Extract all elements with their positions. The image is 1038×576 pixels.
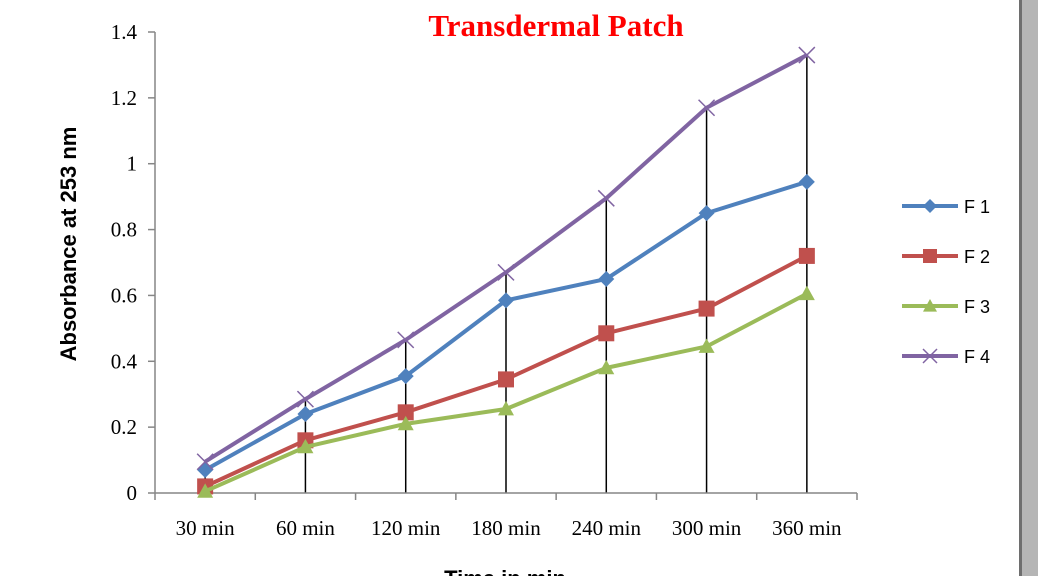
marker-x bbox=[196, 453, 214, 471]
legend-item: F 2 bbox=[902, 247, 990, 267]
legend-label: F 3 bbox=[964, 297, 990, 317]
marker-diamond bbox=[598, 270, 615, 287]
marker-x bbox=[296, 390, 314, 408]
marker-square bbox=[923, 249, 937, 263]
marker-x-stroke bbox=[698, 99, 716, 117]
right-border bbox=[1019, 0, 1038, 576]
x-axis-title: Time in min bbox=[444, 566, 566, 576]
marker-triangle bbox=[798, 285, 815, 301]
marker-x bbox=[922, 348, 938, 364]
x-tick-label: 120 min bbox=[371, 516, 441, 540]
marker-x-stroke bbox=[597, 189, 615, 207]
y-tick-label: 0.2 bbox=[111, 415, 137, 439]
legend-label: F 2 bbox=[964, 247, 990, 267]
legend-item: F 1 bbox=[902, 197, 990, 217]
marker-square bbox=[498, 371, 514, 388]
legend-label: F 1 bbox=[964, 197, 990, 217]
legend: F 1 F 2 F 3 F 4 bbox=[902, 197, 990, 367]
marker-triangle bbox=[297, 438, 314, 454]
marker-diamond bbox=[297, 405, 314, 422]
y-axis-title: Absorbance at 253 nm bbox=[56, 127, 81, 362]
x-tick-label: 300 min bbox=[672, 516, 742, 540]
marker-square bbox=[798, 247, 815, 264]
marker-triangle bbox=[498, 401, 514, 416]
marker-x bbox=[497, 263, 515, 281]
x-tick-label: 360 min bbox=[772, 516, 842, 540]
marker-x-stroke bbox=[196, 453, 214, 471]
y-tick-label: 0.6 bbox=[111, 283, 137, 307]
marker-x bbox=[798, 46, 816, 64]
legend-item: F 3 bbox=[902, 297, 990, 317]
y-tick-label: 1.4 bbox=[111, 20, 138, 44]
marker-diamond bbox=[498, 292, 514, 309]
marker-square bbox=[698, 300, 715, 317]
y-tick-label: 0 bbox=[127, 481, 138, 505]
marker-triangle bbox=[397, 415, 414, 431]
marker-triangle bbox=[698, 338, 715, 353]
marker-square bbox=[397, 404, 414, 421]
marker-diamond bbox=[397, 368, 414, 385]
series-f4 bbox=[196, 46, 816, 471]
legend-label: F 4 bbox=[964, 347, 990, 367]
x-tick-label: 180 min bbox=[471, 516, 541, 540]
marker-x bbox=[597, 189, 615, 207]
marker-diamond bbox=[798, 173, 815, 190]
chart-title: Transdermal Patch bbox=[428, 8, 683, 43]
marker-x-stroke bbox=[397, 331, 415, 349]
marker-x-stroke bbox=[798, 46, 816, 64]
marker-x bbox=[698, 99, 716, 117]
marker-triangle bbox=[923, 299, 937, 312]
x-tick-label: 30 min bbox=[176, 516, 235, 540]
series-f1 bbox=[197, 173, 815, 478]
legend-item: F 4 bbox=[902, 347, 990, 367]
x-tick-label: 240 min bbox=[572, 516, 642, 540]
y-tick-label: 0.8 bbox=[111, 218, 137, 242]
x-tick-label: 60 min bbox=[276, 516, 335, 540]
marker-x-stroke bbox=[497, 263, 515, 281]
marker-triangle bbox=[197, 483, 214, 498]
series-f3 bbox=[197, 285, 815, 498]
marker-x-stroke bbox=[296, 390, 314, 408]
marker-diamond bbox=[923, 199, 937, 213]
marker-diamond bbox=[698, 205, 715, 222]
marker-x-stroke bbox=[922, 348, 938, 364]
y-tick-label: 1 bbox=[127, 152, 138, 176]
y-tick-label: 0.4 bbox=[111, 349, 138, 373]
right-border-edge bbox=[1019, 0, 1022, 576]
marker-triangle bbox=[598, 359, 615, 375]
marker-x bbox=[397, 331, 415, 349]
y-tick-label: 1.2 bbox=[111, 86, 137, 110]
marker-square bbox=[598, 325, 615, 342]
